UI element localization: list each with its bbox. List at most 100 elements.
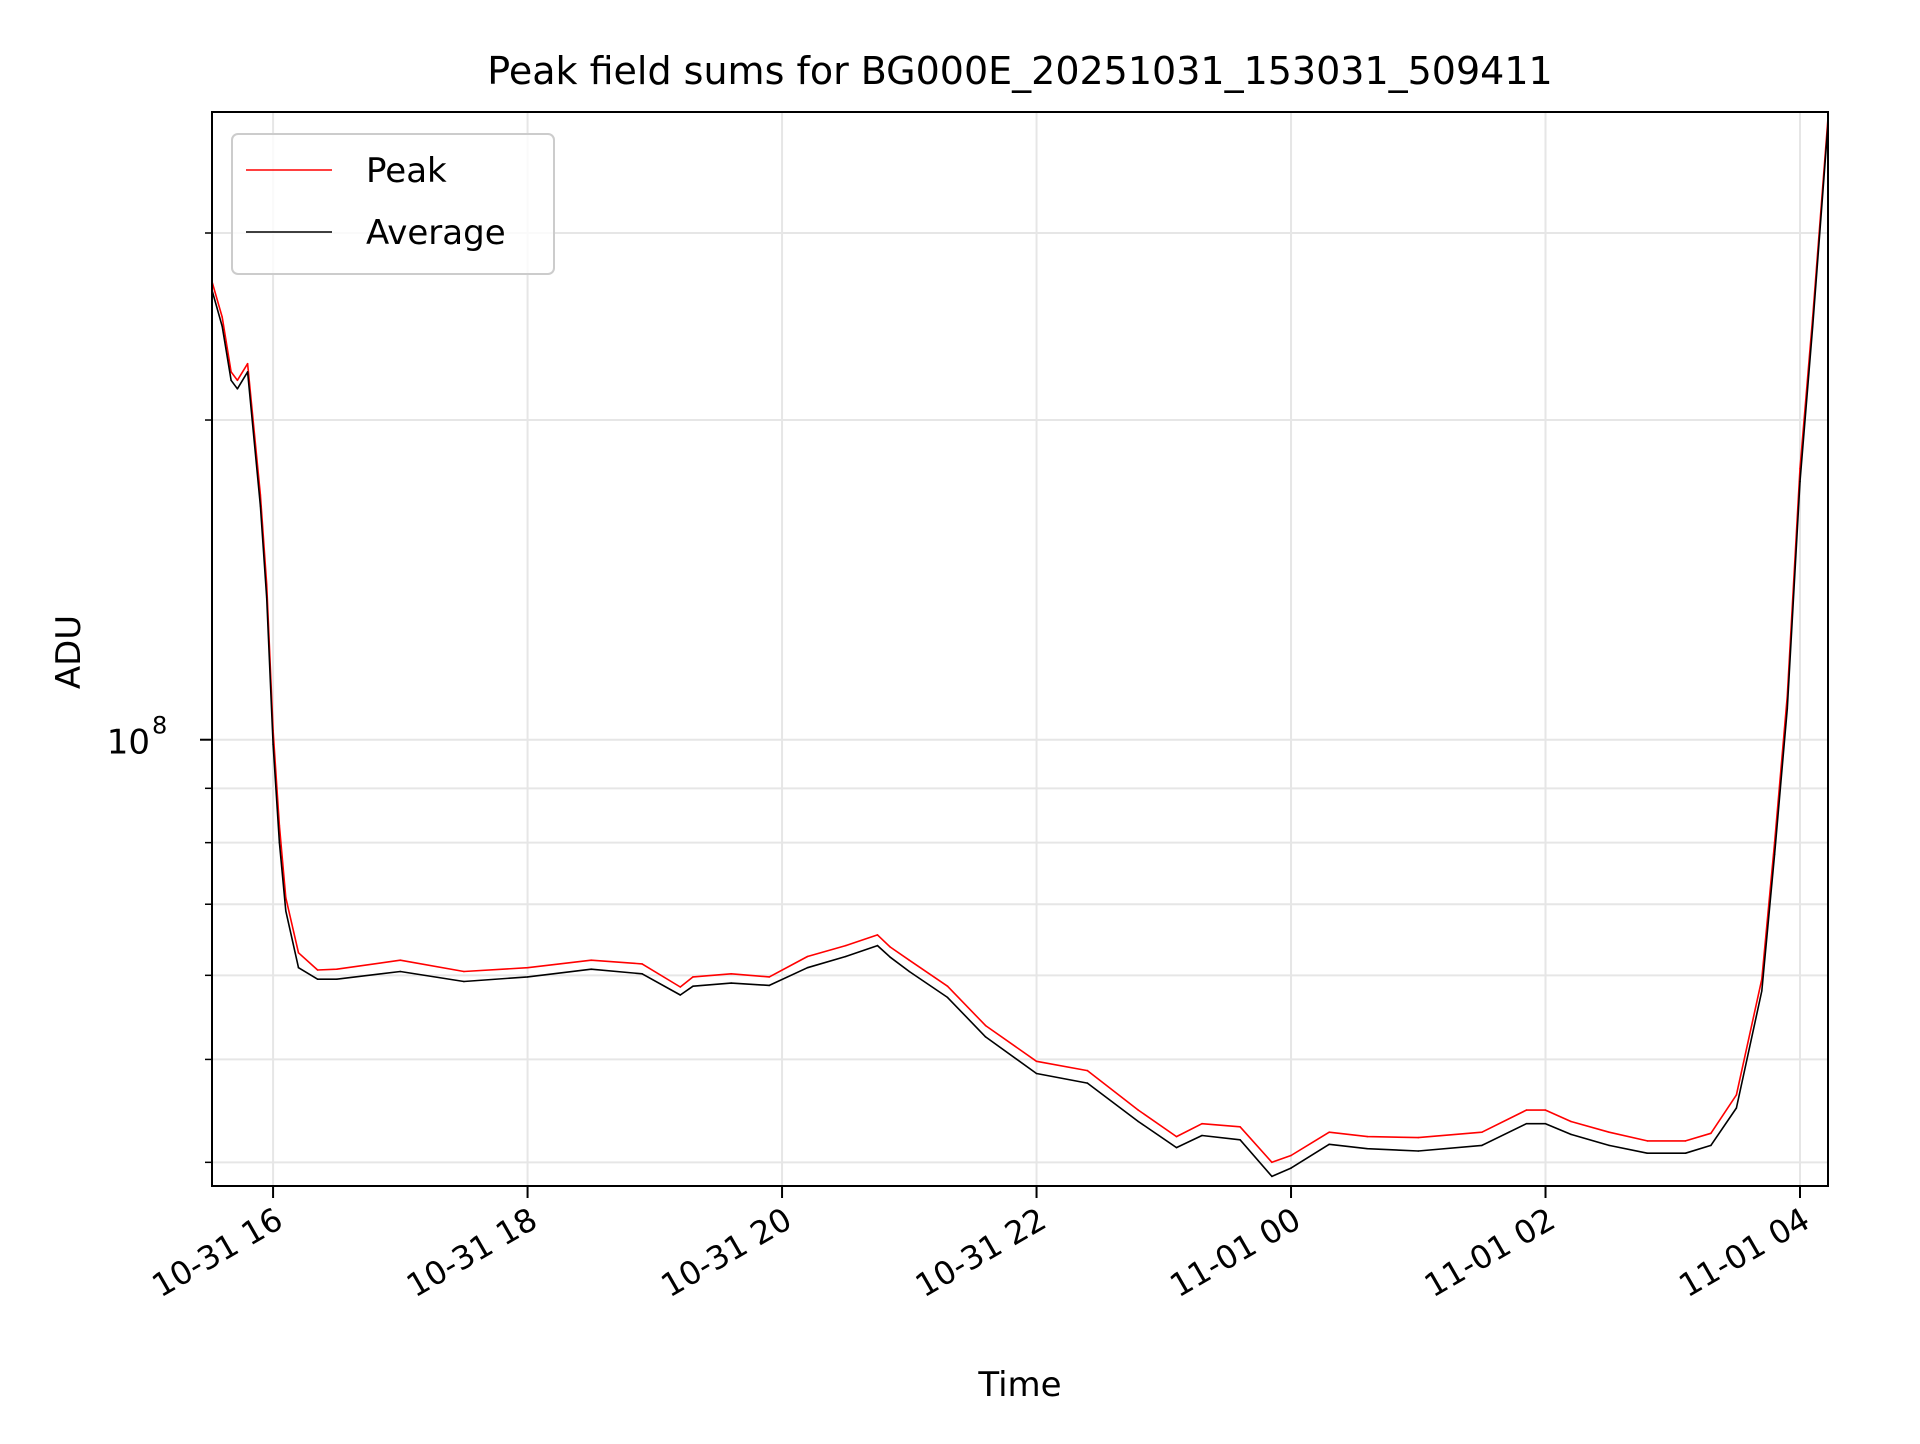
grid <box>212 112 1828 1186</box>
data-point-average <box>1811 325 1814 328</box>
data-point-average <box>876 944 879 947</box>
data-point-peak <box>1710 1132 1712 1135</box>
data-point-average <box>1646 1152 1649 1154</box>
data-point-peak <box>230 371 232 373</box>
data-point-peak <box>679 986 682 988</box>
data-point-peak <box>399 959 402 961</box>
data-point-average <box>236 388 239 390</box>
data-point-peak <box>876 934 879 936</box>
data-point-peak <box>768 976 771 978</box>
data-point-average <box>1570 1133 1572 1136</box>
data-point-peak <box>1271 1161 1273 1164</box>
data-point-peak <box>1481 1131 1483 1133</box>
data-point-average <box>526 976 529 978</box>
data-point-average <box>1735 1107 1738 1109</box>
data-point-peak <box>221 316 223 318</box>
data-point-average <box>1175 1146 1178 1149</box>
data-point-average <box>641 973 643 975</box>
data-point-peak <box>463 970 465 973</box>
data-point-average <box>1086 1082 1089 1084</box>
data-point-peak <box>246 362 249 365</box>
data-point-average <box>1239 1139 1241 1141</box>
data-point-average <box>768 984 771 987</box>
y-axis: 10 8 <box>107 232 212 1164</box>
data-point-peak <box>844 944 847 947</box>
y-axis-label: ADU <box>49 615 89 689</box>
data-point-peak <box>1735 1094 1738 1096</box>
data-point-peak <box>806 955 809 958</box>
data-point-average <box>1761 990 1763 992</box>
data-point-peak <box>526 966 529 969</box>
data-point-average <box>316 978 319 980</box>
data-point-average <box>1481 1144 1483 1147</box>
data-point-average <box>259 505 262 507</box>
data-point-peak <box>1239 1126 1241 1128</box>
data-point-average <box>844 955 847 958</box>
data-point-average <box>230 379 232 382</box>
data-point-average <box>1201 1134 1203 1137</box>
data-point-peak <box>1417 1136 1420 1139</box>
data-point-average <box>463 980 465 983</box>
data-point-peak <box>1201 1122 1203 1125</box>
data-point-average <box>278 841 281 844</box>
chart-title: Peak field sums for BG000E_20251031_1530… <box>487 49 1552 93</box>
data-point-average <box>335 978 338 980</box>
data-point-average <box>265 597 268 599</box>
data-point-peak <box>692 976 694 978</box>
data-point-average <box>1608 1144 1610 1147</box>
data-point-peak <box>590 959 592 961</box>
data-point-peak <box>297 952 300 954</box>
data-point-peak <box>1086 1069 1089 1072</box>
data-point-average <box>1684 1152 1687 1154</box>
data-point-peak <box>908 959 911 961</box>
data-point-peak <box>236 379 239 382</box>
data-point-average <box>272 743 274 746</box>
legend: Peak Average <box>231 133 555 275</box>
data-point-peak <box>1328 1131 1330 1133</box>
data-point-average <box>1773 853 1776 856</box>
data-point-average <box>1271 1175 1273 1178</box>
data-point-average <box>297 966 300 969</box>
series-layer <box>212 117 1828 1178</box>
data-point-average <box>1290 1167 1292 1169</box>
data-point-average <box>1525 1122 1528 1125</box>
data-point-average <box>1366 1147 1369 1150</box>
data-point-peak <box>1175 1135 1178 1138</box>
data-point-peak <box>1570 1120 1572 1123</box>
data-point-average <box>221 325 223 328</box>
data-point-peak <box>316 969 319 971</box>
legend-peak-label: Peak <box>366 151 447 191</box>
data-point-average <box>1417 1150 1420 1152</box>
data-point-average <box>1799 480 1801 483</box>
data-point-peak <box>1035 1060 1038 1063</box>
data-point-peak <box>1525 1109 1528 1111</box>
data-point-average <box>806 966 809 969</box>
data-point-average <box>679 994 682 996</box>
data-point-peak <box>946 985 949 987</box>
data-point-average <box>590 968 592 970</box>
data-point-peak <box>730 973 732 975</box>
y-tick-label-base: 10 <box>107 723 150 763</box>
data-point-average <box>984 1036 987 1038</box>
data-point-average <box>730 982 732 984</box>
data-point-peak <box>1137 1109 1140 1111</box>
data-point-peak <box>984 1024 987 1027</box>
data-point-average <box>1544 1122 1547 1125</box>
legend-box <box>231 133 555 275</box>
data-point-peak <box>1366 1135 1369 1138</box>
data-point-average <box>692 985 694 987</box>
data-point-peak <box>889 946 891 948</box>
y-tick-label-exponent: 8 <box>152 712 167 740</box>
data-point-average <box>285 910 287 912</box>
data-point-peak <box>1544 1109 1547 1111</box>
plot-frame <box>211 111 1829 1187</box>
data-point-average <box>946 996 949 999</box>
data-point-peak <box>335 968 338 970</box>
data-point-average <box>1710 1144 1712 1147</box>
data-point-average <box>908 970 911 973</box>
data-point-peak <box>1646 1140 1649 1142</box>
data-point-peak <box>1684 1140 1687 1142</box>
data-point-average <box>1137 1120 1140 1123</box>
